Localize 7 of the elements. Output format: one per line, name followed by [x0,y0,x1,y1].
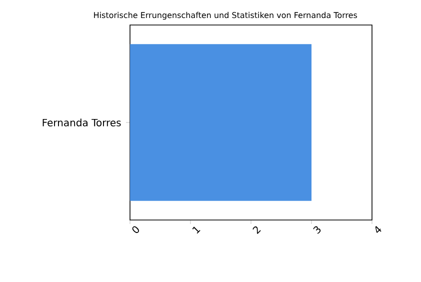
chart-title: Historische Errungenschaften und Statistiken von Fernanda Torres [94,12,358,20]
x-tick-label: 3 [313,226,321,234]
x-tick-label: 0 [132,226,140,234]
x-tick-label: 2 [252,226,261,234]
y-tick-label: Fernanda Torres [42,118,121,126]
x-tick-label: 4 [375,226,382,233]
x-tick-label: 1 [192,226,200,234]
